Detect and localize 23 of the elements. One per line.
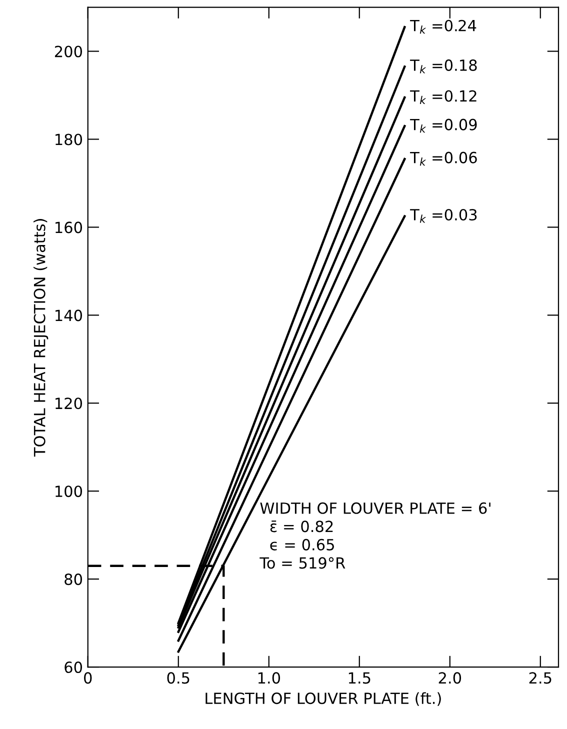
x-tick-label: 1.5 — [348, 672, 370, 684]
y-axis-title: TOTAL HEAT REJECTION (watts) — [34, 219, 48, 457]
x-tick-label: 2.0 — [438, 672, 462, 684]
series-label: T$_{k}$ =0.18 — [410, 59, 477, 74]
x-tick-label: 1.0 — [258, 672, 280, 684]
y-tick-label: 140 — [56, 310, 82, 322]
y-tick-label: 200 — [54, 46, 82, 58]
x-tick-label: 0 — [84, 672, 92, 684]
y-tick-label: 60 — [64, 662, 82, 674]
x-tick-label: 2.5 — [529, 672, 552, 684]
annotation: WIDTH OF LOUVER PLATE = 6' ε̄ = 0.82 ϵ = 0.65 To = 519°R — [260, 502, 490, 569]
x-axis-title: LENGTH OF LOUVER PLATE (ft.) — [206, 692, 441, 706]
y-tick-label: 80 — [64, 574, 82, 586]
series-label: T$_{k}$ =0.09 — [410, 118, 477, 133]
legend-label: T$_{k}$ =0.24 — [410, 20, 476, 34]
y-tick-label: 160 — [56, 222, 82, 234]
y-tick-label: 180 — [56, 134, 82, 146]
series-label: T$_{k}$ =0.06 — [410, 152, 477, 166]
y-tick-label: 120 — [56, 398, 82, 410]
x-tick-label: 0.5 — [167, 672, 190, 684]
series-label: T$_{k}$ =0.12 — [410, 90, 476, 104]
y-tick-label: 100 — [56, 486, 82, 498]
series-label: T$_{k}$ =0.03 — [410, 208, 477, 223]
